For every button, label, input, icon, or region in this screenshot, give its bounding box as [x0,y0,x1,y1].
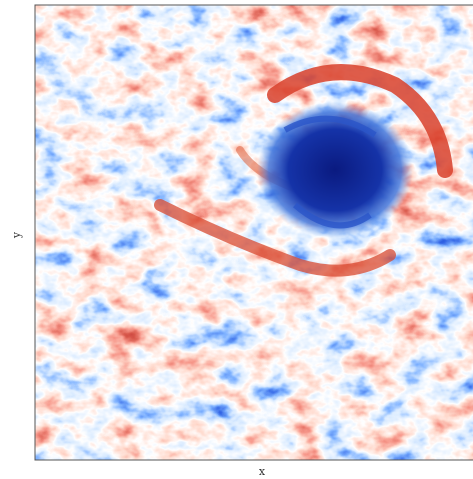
x-axis-label: x [259,465,266,478]
vortex-core [257,102,413,238]
turbulence-field [35,5,473,460]
figure: x y [0,0,473,479]
field [35,5,473,460]
y-axis-label: y [10,231,23,239]
page: x y (() => { const data = JSON.parse(doc… [0,0,473,479]
